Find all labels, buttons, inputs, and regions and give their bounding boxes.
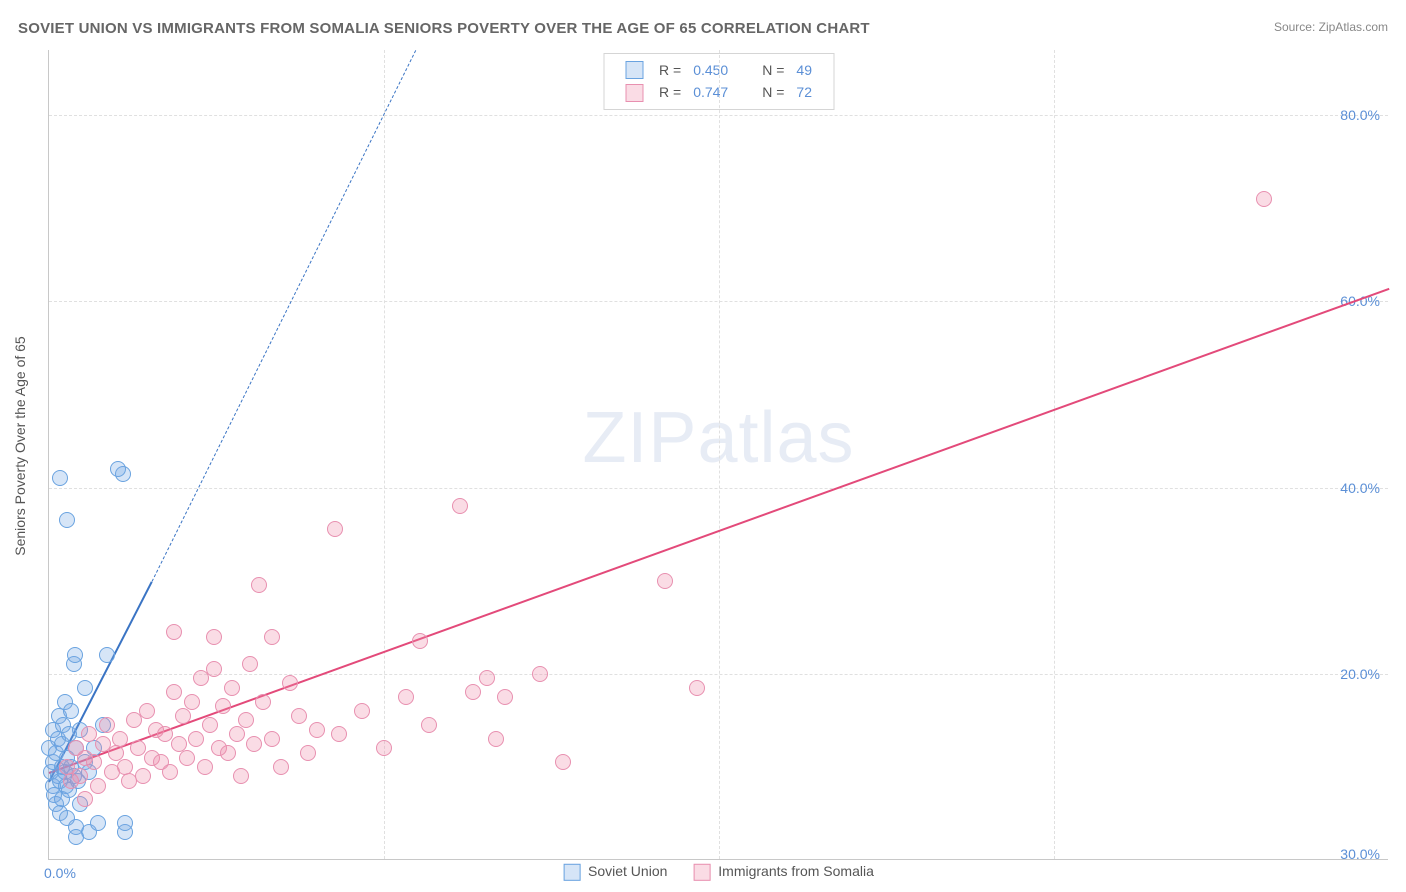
data-point-somalia <box>255 694 271 710</box>
data-point-somalia <box>179 750 195 766</box>
data-point-somalia <box>197 759 213 775</box>
data-point-soviet <box>90 815 106 831</box>
data-point-soviet <box>68 829 84 845</box>
data-point-somalia <box>479 670 495 686</box>
data-point-somalia <box>188 731 204 747</box>
data-point-somalia <box>421 717 437 733</box>
data-point-somalia <box>327 521 343 537</box>
data-point-somalia <box>215 698 231 714</box>
gridline-vertical <box>1054 50 1055 859</box>
data-point-somalia <box>273 759 289 775</box>
data-point-somalia <box>282 675 298 691</box>
gridline-vertical <box>719 50 720 859</box>
legend-item-somalia: Immigrants from Somalia <box>693 863 873 879</box>
data-point-somalia <box>184 694 200 710</box>
source-prefix: Source: <box>1274 20 1319 34</box>
data-point-somalia <box>86 754 102 770</box>
data-point-somalia <box>300 745 316 761</box>
data-point-somalia <box>354 703 370 719</box>
chart-title: SOVIET UNION VS IMMIGRANTS FROM SOMALIA … <box>18 20 870 37</box>
data-point-somalia <box>139 703 155 719</box>
source-attribution: Source: ZipAtlas.com <box>1274 20 1388 34</box>
data-point-soviet <box>77 680 93 696</box>
data-point-somalia <box>412 633 428 649</box>
data-point-somalia <box>532 666 548 682</box>
data-point-somalia <box>398 689 414 705</box>
data-point-soviet <box>99 647 115 663</box>
data-point-somalia <box>202 717 218 733</box>
data-point-somalia <box>309 722 325 738</box>
data-point-somalia <box>135 768 151 784</box>
watermark-zip: ZIP <box>582 398 697 478</box>
x-tick-min: 0.0% <box>44 865 76 881</box>
y-tick-label: 40.0% <box>1340 480 1380 496</box>
y-tick-label: 60.0% <box>1340 293 1380 309</box>
data-point-somalia <box>166 624 182 640</box>
data-point-somalia <box>175 708 191 724</box>
data-point-somalia <box>77 791 93 807</box>
trend-line <box>151 50 415 581</box>
data-point-soviet <box>67 647 83 663</box>
data-point-somalia <box>689 680 705 696</box>
data-point-soviet <box>117 815 133 831</box>
data-point-somalia <box>206 629 222 645</box>
data-point-somalia <box>220 745 236 761</box>
data-point-somalia <box>233 768 249 784</box>
data-point-somalia <box>242 656 258 672</box>
series-legend: Soviet Union Immigrants from Somalia <box>557 863 880 881</box>
x-tick-max: 30.0% <box>1340 846 1380 862</box>
legend-item-soviet: Soviet Union <box>563 863 667 879</box>
data-point-somalia <box>657 573 673 589</box>
y-tick-label: 80.0% <box>1340 107 1380 123</box>
scatter-plot-area: ZIPatlas R =0.450N =49R =0.747N =72 Sovi… <box>48 50 1388 860</box>
data-point-somalia <box>162 764 178 780</box>
data-point-somalia <box>264 629 280 645</box>
data-point-somalia <box>238 712 254 728</box>
data-point-somalia <box>465 684 481 700</box>
data-point-somalia <box>166 684 182 700</box>
y-tick-label: 20.0% <box>1340 666 1380 682</box>
data-point-somalia <box>452 498 468 514</box>
data-point-somalia <box>331 726 347 742</box>
data-point-soviet <box>63 703 79 719</box>
data-point-somalia <box>229 726 245 742</box>
data-point-somalia <box>376 740 392 756</box>
y-axis-label: Seniors Poverty Over the Age of 65 <box>12 336 28 555</box>
data-point-somalia <box>251 577 267 593</box>
data-point-soviet <box>59 512 75 528</box>
data-point-somalia <box>99 717 115 733</box>
data-point-somalia <box>264 731 280 747</box>
gridline-vertical <box>384 50 385 859</box>
data-point-soviet <box>52 470 68 486</box>
watermark-atlas: atlas <box>697 398 854 478</box>
data-point-somalia <box>555 754 571 770</box>
data-point-somalia <box>90 778 106 794</box>
data-point-somalia <box>1256 191 1272 207</box>
data-point-somalia <box>246 736 262 752</box>
data-point-somalia <box>497 689 513 705</box>
data-point-somalia <box>488 731 504 747</box>
data-point-somalia <box>291 708 307 724</box>
source-link[interactable]: ZipAtlas.com <box>1319 20 1388 34</box>
data-point-somalia <box>224 680 240 696</box>
data-point-somalia <box>171 736 187 752</box>
